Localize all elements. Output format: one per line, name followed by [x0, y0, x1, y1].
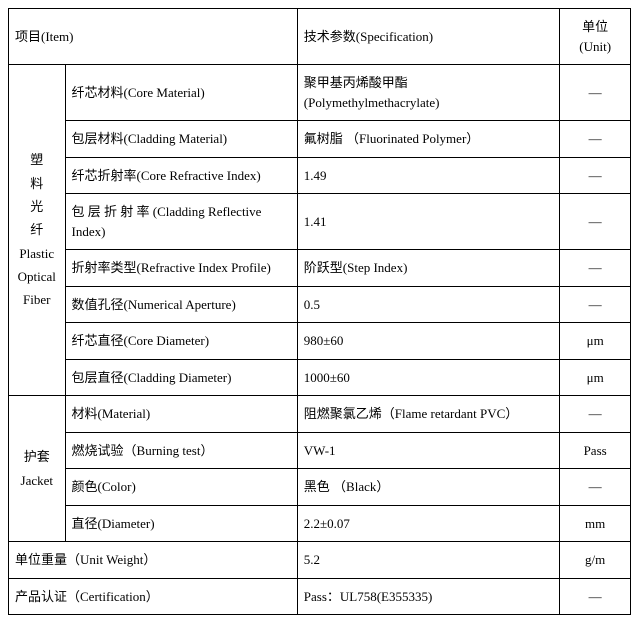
spec-cell: 氟树脂 （Fluorinated Polymer） — [297, 121, 560, 158]
unit-cell: — — [560, 194, 631, 250]
item-cell: 包 层 折 射 率 (Cladding Reflective Index) — [65, 194, 297, 250]
item-cell: 包层直径(Cladding Diameter) — [65, 359, 297, 396]
item-cell: 颜色(Color) — [65, 469, 297, 506]
item-cell: 数值孔径(Numerical Aperture) — [65, 286, 297, 323]
table-row: 包层材料(Cladding Material) 氟树脂 （Fluorinated… — [9, 121, 631, 158]
spec-table: 项目(Item) 技术参数(Specification) 单位(Unit) 塑料… — [8, 8, 631, 615]
spec-cell: 0.5 — [297, 286, 560, 323]
table-row: 纤芯直径(Core Diameter) 980±60 μm — [9, 323, 631, 360]
spec-cell: Pass：UL758(E355335) — [297, 578, 560, 615]
item-cell: 纤芯直径(Core Diameter) — [65, 323, 297, 360]
unit-cell: mm — [560, 505, 631, 542]
spec-cell: 1000±60 — [297, 359, 560, 396]
header-spec: 技术参数(Specification) — [297, 9, 560, 65]
item-cell: 材料(Material) — [65, 396, 297, 433]
table-row: 塑料光纤Plastic Optical Fiber 纤芯材料(Core Mate… — [9, 65, 631, 121]
spec-cell: 980±60 — [297, 323, 560, 360]
table-row: 燃烧试验（Burning test） VW-1 Pass — [9, 432, 631, 469]
table-row: 直径(Diameter) 2.2±0.07 mm — [9, 505, 631, 542]
item-cell: 折射率类型(Refractive Index Profile) — [65, 250, 297, 287]
unit-cell: — — [560, 469, 631, 506]
table-row: 包 层 折 射 率 (Cladding Reflective Index) 1.… — [9, 194, 631, 250]
spec-cell: 5.2 — [297, 542, 560, 579]
unit-cell: — — [560, 578, 631, 615]
spec-cell: 阶跃型(Step Index) — [297, 250, 560, 287]
table-row: 护套Jacket 材料(Material) 阻燃聚氯乙烯（Flame retar… — [9, 396, 631, 433]
table-row: 纤芯折射率(Core Refractive Index) 1.49 — — [9, 157, 631, 194]
item-cell: 包层材料(Cladding Material) — [65, 121, 297, 158]
category-jacket: 护套Jacket — [9, 396, 66, 542]
spec-cell: VW-1 — [297, 432, 560, 469]
spec-cell: 阻燃聚氯乙烯（Flame retardant PVC） — [297, 396, 560, 433]
table-row: 颜色(Color) 黑色 （Black） — — [9, 469, 631, 506]
table-row: 折射率类型(Refractive Index Profile) 阶跃型(Step… — [9, 250, 631, 287]
item-cell: 纤芯材料(Core Material) — [65, 65, 297, 121]
unit-cell: g/m — [560, 542, 631, 579]
table-row: 数值孔径(Numerical Aperture) 0.5 — — [9, 286, 631, 323]
category-fiber: 塑料光纤Plastic Optical Fiber — [9, 65, 66, 396]
header-unit: 单位(Unit) — [560, 9, 631, 65]
unit-cell: — — [560, 121, 631, 158]
unit-cell: — — [560, 286, 631, 323]
table-row: 产品认证（Certification） Pass：UL758(E355335) … — [9, 578, 631, 615]
unit-cell: — — [560, 157, 631, 194]
unit-cell: — — [560, 250, 631, 287]
unit-cell: μm — [560, 323, 631, 360]
unit-cell: μm — [560, 359, 631, 396]
item-cell: 纤芯折射率(Core Refractive Index) — [65, 157, 297, 194]
spec-cell: 1.41 — [297, 194, 560, 250]
item-cell: 直径(Diameter) — [65, 505, 297, 542]
header-item: 项目(Item) — [9, 9, 298, 65]
spec-cell: 聚甲基丙烯酸甲酯(Polymethylmethacrylate) — [297, 65, 560, 121]
item-cell: 产品认证（Certification） — [9, 578, 298, 615]
table-header-row: 项目(Item) 技术参数(Specification) 单位(Unit) — [9, 9, 631, 65]
table-row: 包层直径(Cladding Diameter) 1000±60 μm — [9, 359, 631, 396]
unit-cell: Pass — [560, 432, 631, 469]
unit-cell: — — [560, 65, 631, 121]
table-row: 单位重量（Unit Weight） 5.2 g/m — [9, 542, 631, 579]
item-cell: 燃烧试验（Burning test） — [65, 432, 297, 469]
unit-cell: — — [560, 396, 631, 433]
spec-cell: 1.49 — [297, 157, 560, 194]
item-cell: 单位重量（Unit Weight） — [9, 542, 298, 579]
spec-cell: 2.2±0.07 — [297, 505, 560, 542]
spec-cell: 黑色 （Black） — [297, 469, 560, 506]
